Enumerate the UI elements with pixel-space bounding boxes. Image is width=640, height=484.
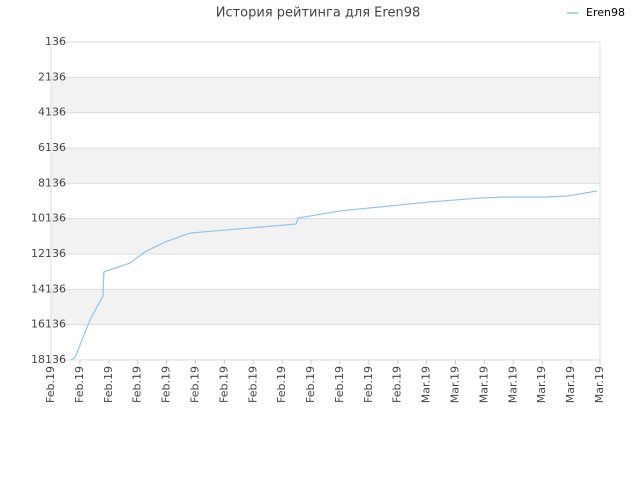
x-tick-label: Feb.19 <box>304 366 317 403</box>
x-tick-label: Mar.19 <box>535 366 548 403</box>
x-tick-label: Mar.19 <box>593 366 606 403</box>
legend-label: Eren98 <box>586 6 625 19</box>
x-tick-label: Feb.19 <box>188 366 201 403</box>
x-tick-label: Feb.19 <box>333 366 346 403</box>
grid-band <box>51 148 600 184</box>
y-tick-label: 6136 <box>38 141 66 154</box>
x-tick-label: Feb.19 <box>391 366 404 403</box>
grid-band <box>51 218 600 254</box>
x-tick-label: Feb.19 <box>362 366 375 403</box>
line-series <box>70 190 597 361</box>
x-tick-label: Mar.19 <box>449 366 462 403</box>
x-tick-label: Feb.19 <box>73 366 86 403</box>
x-tick-label: Mar.19 <box>420 366 433 403</box>
x-tick-label: Feb.19 <box>217 366 230 403</box>
x-tick-label: Feb.19 <box>44 366 57 403</box>
y-tick-label: 136 <box>45 35 66 48</box>
y-tick-label: 10136 <box>31 212 66 225</box>
x-tick-label: Feb.19 <box>275 366 288 403</box>
y-tick-label: 16136 <box>31 318 66 331</box>
y-tick-label: 4136 <box>38 106 66 119</box>
x-tick-label: Mar.19 <box>506 366 519 403</box>
y-tick-label: 14136 <box>31 282 66 295</box>
grid-band <box>51 77 600 113</box>
grid-band <box>51 289 600 325</box>
y-tick-label: 12136 <box>31 247 66 260</box>
y-tick-label: 2136 <box>38 70 66 83</box>
y-tick-label: 8136 <box>38 176 66 189</box>
x-tick-label: Feb.19 <box>102 366 115 403</box>
x-tick-label: Feb.19 <box>160 366 173 403</box>
x-tick-label: Feb.19 <box>131 366 144 403</box>
x-tick-label: Mar.19 <box>564 366 577 403</box>
x-tick-label: Mar.19 <box>477 366 490 403</box>
y-tick-label: 18136 <box>31 353 66 366</box>
x-tick-label: Feb.19 <box>246 366 259 403</box>
chart-title: История рейтинга для Eren98 <box>216 6 421 21</box>
